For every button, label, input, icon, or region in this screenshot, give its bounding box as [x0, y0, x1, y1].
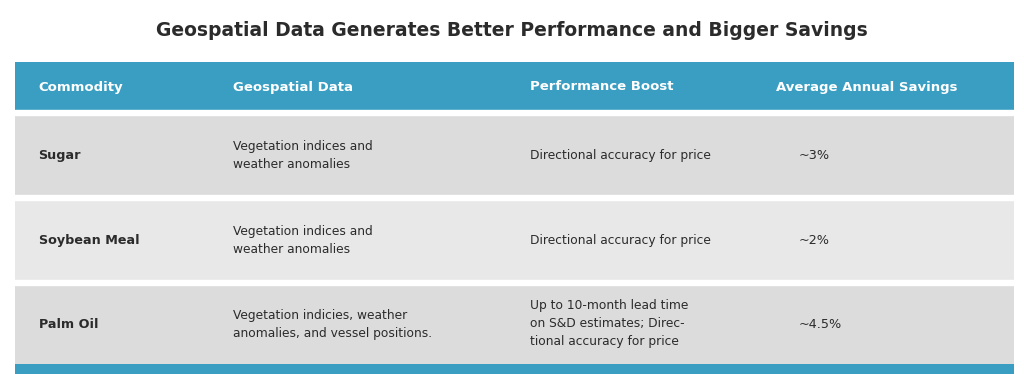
Bar — [15, 62, 1014, 112]
Bar — [15, 114, 1014, 197]
Text: ~4.5%: ~4.5% — [799, 318, 842, 331]
Text: Commodity: Commodity — [39, 80, 123, 94]
Text: Directional accuracy for price: Directional accuracy for price — [530, 234, 711, 247]
Bar — [15, 199, 1014, 282]
Text: Average Annual Savings: Average Annual Savings — [776, 80, 957, 94]
Text: Sugar: Sugar — [39, 149, 81, 162]
Text: Directional accuracy for price: Directional accuracy for price — [530, 149, 711, 162]
Text: ~3%: ~3% — [799, 149, 829, 162]
Bar — [15, 364, 1014, 374]
Bar — [15, 284, 1014, 364]
Text: Performance Boost: Performance Boost — [530, 80, 674, 94]
Text: Geospatial Data Generates Better Performance and Bigger Savings: Geospatial Data Generates Better Perform… — [156, 21, 868, 40]
Text: Soybean Meal: Soybean Meal — [39, 234, 139, 247]
Text: Vegetation indices and
weather anomalies: Vegetation indices and weather anomalies — [233, 225, 373, 256]
Text: Vegetation indicies, weather
anomalies, and vessel positions.: Vegetation indicies, weather anomalies, … — [233, 309, 432, 340]
Text: Palm Oil: Palm Oil — [39, 318, 98, 331]
Text: Vegetation indices and
weather anomalies: Vegetation indices and weather anomalies — [233, 140, 373, 171]
Text: Up to 10-month lead time
on S&D estimates; Direc-
tional accuracy for price: Up to 10-month lead time on S&D estimate… — [530, 300, 688, 349]
Text: ~2%: ~2% — [799, 234, 829, 247]
Text: Geospatial Data: Geospatial Data — [233, 80, 353, 94]
